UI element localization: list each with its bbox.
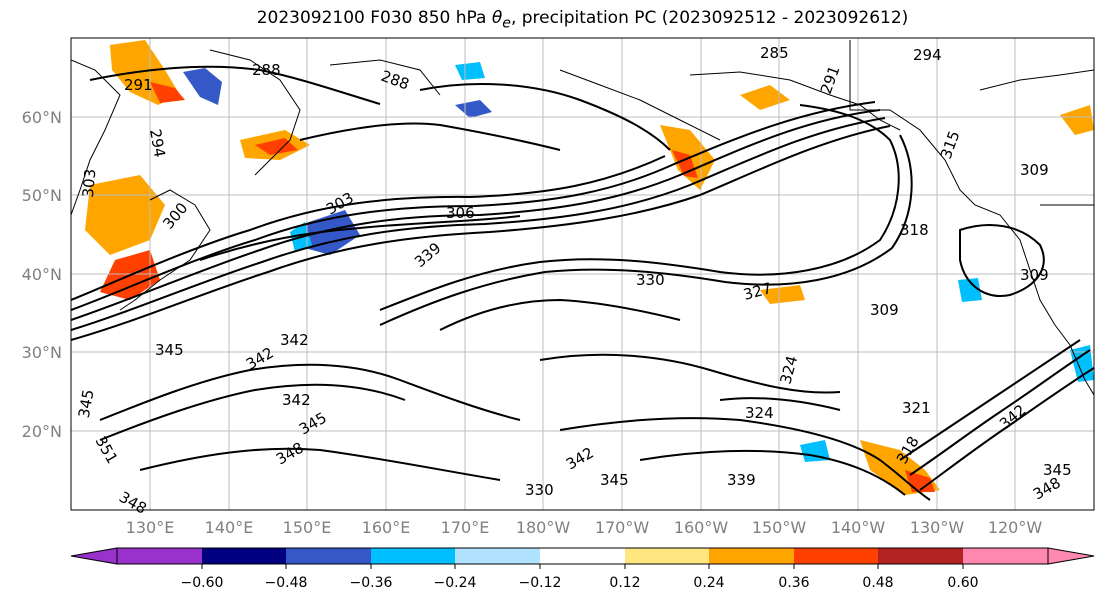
colorbar-segment <box>117 548 202 564</box>
lat-label: 30°N <box>22 343 62 362</box>
map-panel <box>70 37 1095 511</box>
precip-patch-north-blue-2 <box>455 100 492 118</box>
contour-label: 294 <box>913 46 942 64</box>
colorbar-extend-low <box>70 547 118 565</box>
colorbar-tick-label: 0.24 <box>693 575 724 591</box>
precip-patch-lat40-east <box>760 285 805 304</box>
lon-label: 150°E <box>283 518 332 537</box>
colorbar-segment <box>371 548 455 564</box>
colorbar-tick-label: −0.60 <box>181 575 224 591</box>
lon-label: 170°W <box>595 518 650 537</box>
colorbar-tick-label: 0.48 <box>862 575 893 591</box>
colorbar-tick-label: −0.24 <box>434 575 477 591</box>
colorbar-segment <box>540 548 625 564</box>
lon-label: 140°W <box>831 518 886 537</box>
colorbar-segment <box>286 548 371 564</box>
coastlines <box>71 40 1094 396</box>
contour-label: 288 <box>252 61 281 79</box>
longitude-labels: 130°E 140°E 150°E 160°E 170°E 180°W 170°… <box>126 518 1043 537</box>
colorbar-segment <box>794 548 878 564</box>
contour-label: 342 <box>280 331 309 349</box>
precip-patch-bc <box>1060 105 1094 135</box>
contour-label: 306 <box>446 204 475 222</box>
colorbar-segment <box>878 548 963 564</box>
contour-label: 309 <box>870 301 899 319</box>
contour-label: 309 <box>1020 161 1049 179</box>
contour-label: 345 <box>1043 461 1072 479</box>
colorbar-segment <box>202 548 286 564</box>
colorbar-tick-label: 0.36 <box>778 575 809 591</box>
precip-patch-north-blue <box>455 62 485 80</box>
contour-label: 309 <box>1020 266 1049 284</box>
colorbar-tick-label: −0.12 <box>519 575 562 591</box>
colorbar-segment <box>625 548 709 564</box>
contour-label: 291 <box>124 76 153 94</box>
colorbar-ticks <box>201 564 964 569</box>
colorbar-segment <box>455 548 540 564</box>
lon-label: 160°E <box>362 518 411 537</box>
precip-patch-westpac-north-core <box>150 82 185 103</box>
contour-label: 324 <box>745 404 774 422</box>
colorbar-segment <box>963 548 1048 564</box>
contour-label: 345 <box>75 388 98 419</box>
lon-label: 140°E <box>205 518 254 537</box>
colorbar-tick-label: −0.48 <box>265 575 308 591</box>
contour-label: 330 <box>525 481 554 499</box>
lon-label: 130°E <box>126 518 175 537</box>
precip-patch-epac-blue <box>958 278 982 302</box>
lon-label: 120°W <box>988 518 1043 537</box>
lon-label: 150°W <box>752 518 807 537</box>
colorbar-tick-label: 0.12 <box>609 575 640 591</box>
contour-label: 345 <box>600 471 629 489</box>
contour-label: 339 <box>727 471 756 489</box>
contour-label: 342 <box>282 391 311 409</box>
lon-label: 160°W <box>674 518 729 537</box>
lat-label: 20°N <box>22 422 62 441</box>
contour-label: 321 <box>902 399 931 417</box>
contour-label: 345 <box>155 341 184 359</box>
lat-label: 50°N <box>22 186 62 205</box>
contour-label: 285 <box>760 44 789 62</box>
contour-label: 318 <box>900 221 929 239</box>
latitude-labels: 60°N 50°N 40°N 30°N 20°N <box>22 108 62 441</box>
lon-label: 130°W <box>910 518 965 537</box>
lon-label: 170°E <box>441 518 490 537</box>
contour-label: 330 <box>636 271 665 289</box>
precip-patch-okhotsk <box>183 68 222 105</box>
precip-patch-goa <box>740 85 790 110</box>
contour-label: 294 <box>146 128 169 159</box>
colorbar: −0.60 −0.48 −0.36 −0.24 −0.12 0.12 0.24 … <box>70 547 1095 591</box>
colorbar-tick-label: 0.60 <box>947 575 978 591</box>
colorbar-frame <box>116 547 1049 565</box>
contour-label: 303 <box>79 168 99 198</box>
theta-e-contours <box>71 65 1094 501</box>
colorbar-extend-high <box>1047 547 1095 565</box>
map-title: 2023092100 F030 850 hPa θe, precipitatio… <box>256 8 909 32</box>
colorbar-tick-label: −0.36 <box>350 575 393 591</box>
map-frame <box>70 37 1095 511</box>
lon-label: 180°W <box>516 518 571 537</box>
graticule <box>71 38 1094 510</box>
lat-label: 40°N <box>22 265 62 284</box>
colorbar-segment <box>709 548 794 564</box>
lat-label: 60°N <box>22 108 62 127</box>
